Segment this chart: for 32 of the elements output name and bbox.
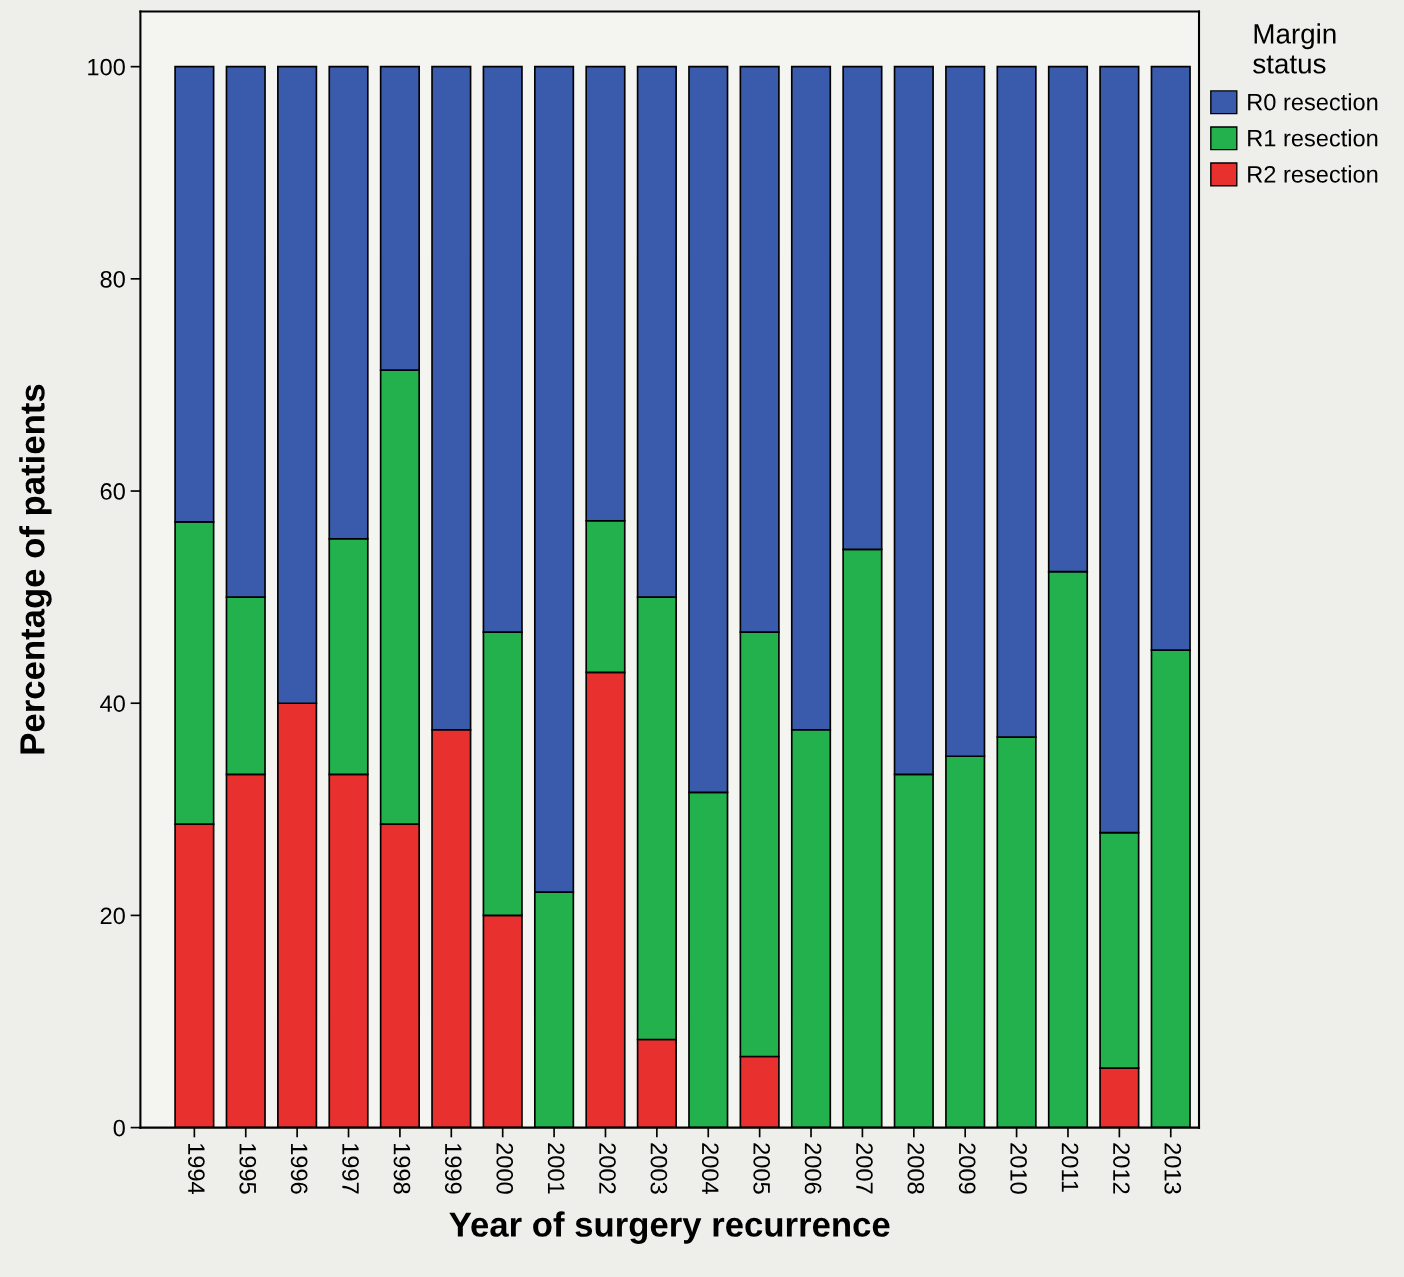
x-tick-label: 1998 bbox=[393, 1143, 411, 1194]
x-tick-label: 1994 bbox=[188, 1143, 205, 1195]
x-axis-title: Year of surgery recurrence bbox=[449, 1211, 890, 1244]
x-tick-label: 2010 bbox=[1010, 1143, 1027, 1194]
legend-label: R0 resection bbox=[1248, 93, 1378, 111]
x-tick-label: 2003 bbox=[650, 1143, 668, 1194]
x-tick-label: 2011 bbox=[1061, 1143, 1079, 1192]
x-tick-label: 2002 bbox=[599, 1143, 616, 1194]
x-tick-label: 2009 bbox=[958, 1143, 976, 1194]
x-tick-label: 2013 bbox=[1164, 1143, 1182, 1194]
x-tick-label: 1997 bbox=[342, 1143, 359, 1194]
y-tick-label: 20 bbox=[100, 907, 125, 925]
x-tick-label: 2004 bbox=[701, 1143, 719, 1195]
x-tick-label: 2008 bbox=[907, 1143, 925, 1194]
y-tick-label: 100 bbox=[88, 58, 125, 76]
y-tick-label: 0 bbox=[113, 1119, 125, 1137]
x-tick-label: 1995 bbox=[239, 1143, 257, 1194]
legend-label: R2 resection bbox=[1248, 165, 1378, 183]
legend-label: R1 resection bbox=[1248, 129, 1378, 147]
y-axis-title: Percentage of patients bbox=[19, 384, 52, 754]
x-tick-label: 2001 bbox=[547, 1143, 565, 1194]
x-tick-label: 2000 bbox=[496, 1143, 514, 1194]
y-tick-label: 60 bbox=[100, 483, 125, 500]
x-tick-label: 1996 bbox=[290, 1143, 308, 1194]
y-tick-label: 80 bbox=[100, 270, 125, 288]
x-tick-label: 2005 bbox=[753, 1143, 771, 1194]
y-tick-label: 40 bbox=[100, 695, 125, 713]
x-tick-label: 1999 bbox=[444, 1143, 462, 1194]
x-tick-label: 2012 bbox=[1113, 1143, 1130, 1194]
legend-title: Margin status bbox=[1253, 23, 1336, 74]
x-tick-label: 2006 bbox=[804, 1143, 822, 1194]
x-tick-label: 2007 bbox=[856, 1143, 873, 1194]
